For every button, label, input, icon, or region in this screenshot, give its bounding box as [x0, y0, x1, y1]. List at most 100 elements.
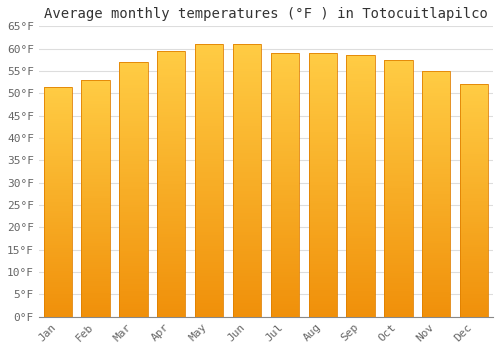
Bar [119, 131, 148, 133]
Bar [308, 314, 337, 317]
Bar [119, 281, 148, 284]
Bar [82, 286, 110, 288]
Bar [346, 100, 375, 103]
Bar [270, 214, 299, 217]
Bar [422, 137, 450, 140]
Bar [233, 145, 261, 148]
Bar [460, 112, 488, 114]
Bar [346, 160, 375, 162]
Bar [195, 295, 224, 298]
Bar [44, 156, 72, 158]
Bar [270, 219, 299, 222]
Bar [270, 248, 299, 251]
Bar [157, 277, 186, 280]
Bar [233, 69, 261, 71]
Bar [157, 173, 186, 176]
Bar [460, 94, 488, 96]
Bar [44, 128, 72, 130]
Bar [384, 145, 412, 147]
Bar [233, 104, 261, 107]
Bar [346, 105, 375, 108]
Bar [270, 267, 299, 270]
Bar [384, 150, 412, 152]
Bar [270, 100, 299, 103]
Bar [384, 93, 412, 96]
Bar [82, 258, 110, 260]
Bar [308, 100, 337, 103]
Bar [44, 232, 72, 234]
Bar [384, 281, 412, 284]
Bar [119, 289, 148, 291]
Bar [119, 233, 148, 235]
Bar [157, 285, 186, 288]
Bar [195, 137, 224, 140]
Bar [346, 97, 375, 100]
Bar [195, 238, 224, 240]
Bar [195, 129, 224, 131]
Bar [384, 229, 412, 232]
Bar [384, 101, 412, 104]
Bar [346, 262, 375, 265]
Bar [157, 70, 186, 72]
Bar [119, 154, 148, 156]
Bar [119, 93, 148, 95]
Bar [384, 178, 412, 181]
Bar [44, 264, 72, 266]
Bar [157, 181, 186, 184]
Bar [157, 303, 186, 306]
Bar [270, 114, 299, 117]
Bar [422, 226, 450, 228]
Bar [44, 167, 72, 169]
Bar [460, 261, 488, 263]
Bar [308, 119, 337, 122]
Bar [460, 189, 488, 191]
Bar [157, 237, 186, 240]
Bar [119, 113, 148, 116]
Bar [82, 89, 110, 92]
Bar [119, 98, 148, 100]
Bar [422, 243, 450, 245]
Bar [346, 155, 375, 157]
Title: Average monthly temperatures (°F ) in Totocuitlapilco: Average monthly temperatures (°F ) in To… [44, 7, 488, 21]
Bar [233, 88, 261, 91]
Bar [82, 184, 110, 187]
Bar [460, 147, 488, 149]
Bar [44, 308, 72, 310]
Bar [44, 305, 72, 308]
Bar [82, 224, 110, 227]
Bar [44, 169, 72, 172]
Bar [157, 54, 186, 56]
Bar [460, 138, 488, 140]
Bar [157, 240, 186, 242]
Bar [460, 215, 488, 217]
Bar [346, 267, 375, 270]
Bar [82, 255, 110, 258]
Bar [44, 188, 72, 190]
Bar [384, 286, 412, 288]
Bar [157, 109, 186, 112]
Bar [346, 210, 375, 212]
Bar [233, 74, 261, 77]
Bar [308, 108, 337, 111]
Bar [346, 131, 375, 134]
Bar [82, 201, 110, 203]
Bar [384, 273, 412, 276]
Bar [270, 188, 299, 190]
Bar [308, 177, 337, 180]
Bar [82, 111, 110, 113]
Bar [119, 212, 148, 215]
Bar [82, 298, 110, 300]
Bar [157, 91, 186, 93]
Bar [157, 131, 186, 133]
Bar [460, 282, 488, 284]
Bar [346, 314, 375, 317]
Bar [384, 78, 412, 80]
Bar [460, 140, 488, 142]
Bar [346, 116, 375, 118]
Bar [82, 127, 110, 130]
Bar [308, 230, 337, 232]
Bar [384, 65, 412, 68]
Bar [460, 294, 488, 296]
Bar [157, 192, 186, 195]
Bar [346, 157, 375, 160]
